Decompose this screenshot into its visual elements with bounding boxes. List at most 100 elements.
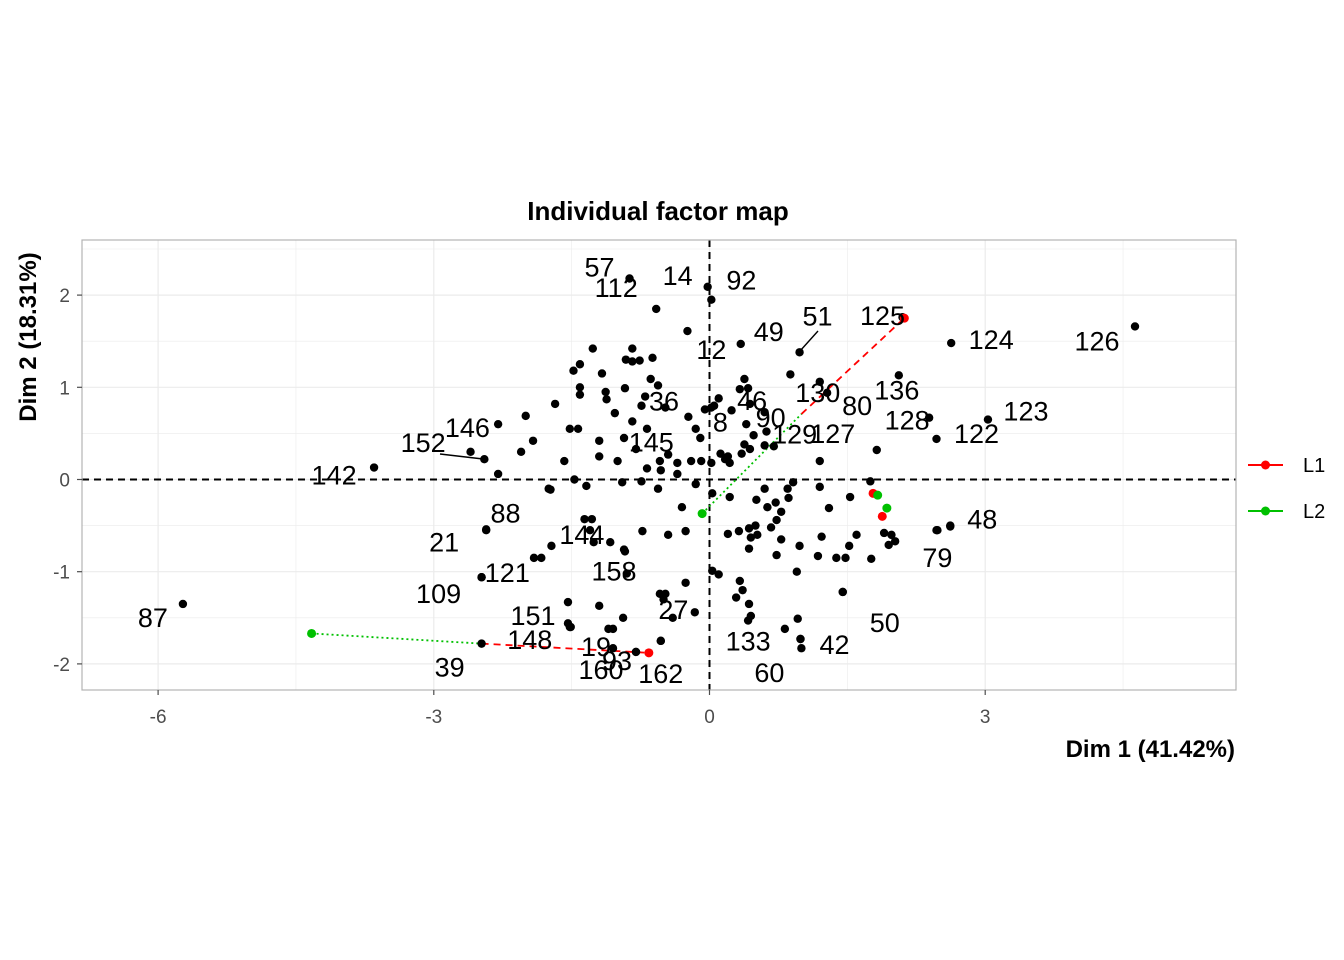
point-label-148: 148 <box>507 625 552 655</box>
data-point <box>788 478 798 487</box>
data-point <box>783 484 792 493</box>
data-point <box>573 424 583 433</box>
data-point <box>565 424 575 433</box>
data-point <box>677 502 687 512</box>
data-point-51 <box>795 348 804 357</box>
point-label-19: 19 <box>581 632 611 662</box>
data-point-50 <box>838 587 847 597</box>
data-point <box>714 570 723 579</box>
data-point-92 <box>707 295 716 304</box>
x-axis-ticks: -6 -3 0 3 <box>150 690 990 728</box>
data-point <box>707 458 716 468</box>
series-point-L1 <box>644 648 654 658</box>
data-point <box>824 503 834 513</box>
data-point <box>656 466 665 475</box>
data-point-152 <box>493 469 503 479</box>
data-point-39 <box>477 639 486 648</box>
series-point-L2 <box>873 490 883 500</box>
point-label-146: 146 <box>445 413 490 443</box>
point-label-158: 158 <box>592 557 637 587</box>
data-point <box>617 478 627 487</box>
data-point <box>681 526 690 536</box>
data-point-136 <box>894 371 904 380</box>
data-point <box>655 456 665 466</box>
point-label-39: 39 <box>435 653 465 683</box>
point-label-144: 144 <box>559 520 604 550</box>
data-point-88 <box>546 485 555 494</box>
point-label-80: 80 <box>842 391 872 421</box>
point-label-136: 136 <box>874 375 919 405</box>
data-point <box>516 447 526 457</box>
data-point <box>784 493 793 503</box>
data-point-49 <box>736 339 745 349</box>
data-point <box>613 456 622 466</box>
data-point <box>560 456 569 466</box>
data-point-122 <box>932 434 941 444</box>
data-point <box>751 521 760 530</box>
point-label-129: 129 <box>772 419 817 449</box>
data-point <box>742 419 751 429</box>
point-label-8: 8 <box>713 408 728 438</box>
data-point-93 <box>631 647 641 657</box>
point-label-57: 57 <box>585 253 615 283</box>
data-point <box>618 613 628 622</box>
data-point <box>648 353 657 362</box>
data-point <box>690 608 699 617</box>
data-point-133 <box>743 616 753 625</box>
data-point <box>746 533 756 542</box>
data-point <box>745 399 755 409</box>
point-label-142: 142 <box>312 461 357 491</box>
data-point <box>691 424 700 433</box>
data-point <box>752 495 761 504</box>
data-point <box>638 526 647 536</box>
y-axis-title: Dim 2 (18.31%) <box>15 252 42 421</box>
data-point <box>772 515 781 525</box>
data-point <box>589 537 598 547</box>
data-point <box>879 528 889 538</box>
data-point <box>786 370 795 379</box>
point-label-79: 79 <box>922 543 952 573</box>
data-point-124 <box>946 338 956 348</box>
data-point <box>815 456 824 466</box>
data-point <box>610 408 620 418</box>
y-tick-label: 2 <box>59 286 70 307</box>
data-point <box>580 514 589 524</box>
data-point <box>661 403 670 412</box>
data-point <box>684 412 693 422</box>
data-point <box>735 384 745 394</box>
point-label-125: 125 <box>860 301 905 331</box>
data-point-46 <box>743 384 753 393</box>
data-point <box>813 551 823 561</box>
data-point-57 <box>625 274 634 283</box>
data-point-127 <box>872 445 881 455</box>
data-point <box>628 357 637 366</box>
data-point <box>622 569 631 578</box>
data-point-145 <box>595 452 604 461</box>
data-point <box>762 427 771 436</box>
y-tick-label: -1 <box>53 563 70 584</box>
point-label-151: 151 <box>510 601 555 631</box>
point-label-48: 48 <box>967 505 997 535</box>
x-tick-label: -3 <box>425 707 442 728</box>
chart-title: Individual factor map <box>527 196 789 226</box>
data-point <box>760 484 769 493</box>
data-point <box>776 535 786 544</box>
data-point <box>493 419 503 429</box>
data-point-142 <box>369 463 379 472</box>
data-point-148 <box>565 622 575 632</box>
point-label-145: 145 <box>629 427 674 457</box>
x-tick-label: -6 <box>150 707 167 728</box>
data-point <box>763 502 772 512</box>
point-label-127: 127 <box>810 419 855 449</box>
data-point-87 <box>178 599 188 609</box>
data-point <box>668 613 677 622</box>
panel-frame <box>81 239 1237 691</box>
data-point <box>606 537 615 547</box>
series-point-L2 <box>697 509 707 519</box>
point-label-36: 36 <box>649 386 679 416</box>
data-point <box>792 567 802 576</box>
y-tick-label: 1 <box>59 378 70 399</box>
data-point <box>866 477 875 486</box>
reference-lines <box>82 240 1236 690</box>
